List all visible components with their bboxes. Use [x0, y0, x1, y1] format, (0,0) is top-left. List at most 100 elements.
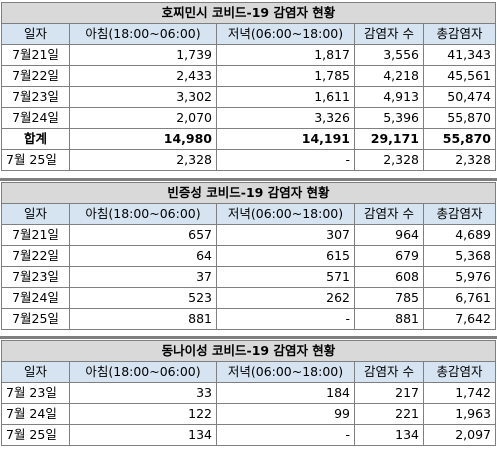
table-row: 7월 23일 33 184 217 1,742 — [1, 382, 496, 404]
cases-cell: 608 — [354, 266, 424, 288]
table-row: 7월 25일 2,328 - 2,328 2,328 — [1, 149, 496, 171]
total-cell: 55,870 — [423, 107, 496, 129]
morning-cell: 657 — [69, 224, 217, 246]
cases-cell: 217 — [354, 382, 424, 404]
date-cell: 7월 23일 — [1, 382, 70, 404]
total-row: 합계 14,980 14,191 29,171 55,870 — [1, 128, 496, 150]
col-header-evening: 저녁(06:00~18:00) — [216, 23, 355, 45]
date-cell: 7월23일 — [1, 86, 70, 108]
hcmc-table: 호찌민시 코비드-19 감염자 현황 일자 아침(18:00~06:00) 저녁… — [1, 2, 496, 171]
col-header-morning: 아침(18:00~06:00) — [69, 361, 217, 383]
col-header-date: 일자 — [1, 203, 70, 225]
morning-cell: 3,302 — [69, 86, 217, 108]
evening-cell: 307 — [216, 224, 355, 246]
col-header-cases: 감염자 수 — [354, 361, 424, 383]
table-row: 7월22일 64 615 679 5,368 — [1, 245, 496, 267]
cases-cell: 2,328 — [354, 149, 424, 171]
cases-cell: 3,556 — [354, 44, 424, 66]
cases-cell: 785 — [354, 287, 424, 309]
table-row: 7월25일 881 - 881 7,642 — [1, 308, 496, 330]
total-cell: 45,561 — [423, 65, 496, 87]
evening-cell: 3,326 — [216, 107, 355, 129]
date-cell: 7월 25일 — [1, 424, 70, 446]
date-cell: 7월21일 — [1, 44, 70, 66]
morning-cell: 64 — [69, 245, 217, 267]
col-header-evening: 저녁(06:00~18:00) — [216, 203, 355, 225]
table-row: 7월 24일 122 99 221 1,963 — [1, 403, 496, 425]
table-row: 7월21일 1,739 1,817 3,556 41,343 — [1, 44, 496, 66]
section-divider — [0, 336, 497, 339]
date-cell: 7월25일 — [1, 308, 70, 330]
date-cell: 7월23일 — [1, 266, 70, 288]
cases-cell: 4,913 — [354, 86, 424, 108]
table-row: 7월24일 523 262 785 6,761 — [1, 287, 496, 309]
section-divider — [0, 178, 497, 181]
morning-cell: 881 — [69, 308, 217, 330]
table-row: 7월23일 3,302 1,611 4,913 50,474 — [1, 86, 496, 108]
col-header-morning: 아침(18:00~06:00) — [69, 23, 217, 45]
date-cell: 7월24일 — [1, 107, 70, 129]
total-cell: 5,368 — [423, 245, 496, 267]
cases-cell: 5,396 — [354, 107, 424, 129]
morning-cell: 2,328 — [69, 149, 217, 171]
total-cell: 1,963 — [423, 403, 496, 425]
table-row: 7월 25일 134 - 134 2,097 — [1, 424, 496, 446]
cases-sum: 29,171 — [354, 128, 424, 150]
total-cell: 50,474 — [423, 86, 496, 108]
morning-cell: 122 — [69, 403, 217, 425]
cases-cell: 4,218 — [354, 65, 424, 87]
col-header-date: 일자 — [1, 23, 70, 45]
total-cell: 2,097 — [423, 424, 496, 446]
evening-cell: - — [216, 149, 355, 171]
table-row: 7월23일 37 571 608 5,976 — [1, 266, 496, 288]
col-header-cases: 감염자 수 — [354, 203, 424, 225]
table-row: 7월22일 2,433 1,785 4,218 45,561 — [1, 65, 496, 87]
evening-sum: 14,191 — [216, 128, 355, 150]
table-row: 7월24일 2,070 3,326 5,396 55,870 — [1, 107, 496, 129]
morning-cell: 1,739 — [69, 44, 217, 66]
cases-cell: 221 — [354, 403, 424, 425]
total-cell: 6,761 — [423, 287, 496, 309]
morning-cell: 134 — [69, 424, 217, 446]
dong-nai-table: 동나이성 코비드-19 감염자 현황 일자 아침(18:00~06:00) 저녁… — [1, 340, 496, 446]
cases-cell: 881 — [354, 308, 424, 330]
morning-cell: 2,070 — [69, 107, 217, 129]
col-header-cases: 감염자 수 — [354, 23, 424, 45]
cases-cell: 679 — [354, 245, 424, 267]
col-header-total: 총감염자 — [423, 203, 496, 225]
morning-sum: 14,980 — [69, 128, 217, 150]
evening-cell: 615 — [216, 245, 355, 267]
cases-cell: 134 — [354, 424, 424, 446]
total-cell: 7,642 — [423, 308, 496, 330]
date-cell: 7월21일 — [1, 224, 70, 246]
date-cell: 7월 24일 — [1, 403, 70, 425]
evening-cell: - — [216, 308, 355, 330]
evening-cell: 571 — [216, 266, 355, 288]
table-title: 동나이성 코비드-19 감염자 현황 — [1, 340, 496, 362]
total-cell: 4,689 — [423, 224, 496, 246]
total-cell: 1,742 — [423, 382, 496, 404]
table-title: 호찌민시 코비드-19 감염자 현황 — [1, 2, 496, 24]
cases-cell: 964 — [354, 224, 424, 246]
morning-cell: 37 — [69, 266, 217, 288]
evening-cell: 262 — [216, 287, 355, 309]
date-cell: 7월22일 — [1, 245, 70, 267]
date-cell: 7월 25일 — [1, 149, 70, 171]
binh-duong-table: 빈증성 코비드-19 감염자 현황 일자 아침(18:00~06:00) 저녁(… — [1, 182, 496, 330]
evening-cell: - — [216, 424, 355, 446]
total-sum: 55,870 — [423, 128, 496, 150]
total-cell: 5,976 — [423, 266, 496, 288]
total-cell: 2,328 — [423, 149, 496, 171]
evening-cell: 1,611 — [216, 86, 355, 108]
col-header-total: 총감염자 — [423, 361, 496, 383]
date-cell: 7월22일 — [1, 65, 70, 87]
table-title: 빈증성 코비드-19 감염자 현황 — [1, 182, 496, 204]
total-label: 합계 — [1, 128, 70, 150]
col-header-total: 총감염자 — [423, 23, 496, 45]
total-cell: 41,343 — [423, 44, 496, 66]
col-header-evening: 저녁(06:00~18:00) — [216, 361, 355, 383]
col-header-date: 일자 — [1, 361, 70, 383]
evening-cell: 1,785 — [216, 65, 355, 87]
evening-cell: 99 — [216, 403, 355, 425]
morning-cell: 523 — [69, 287, 217, 309]
